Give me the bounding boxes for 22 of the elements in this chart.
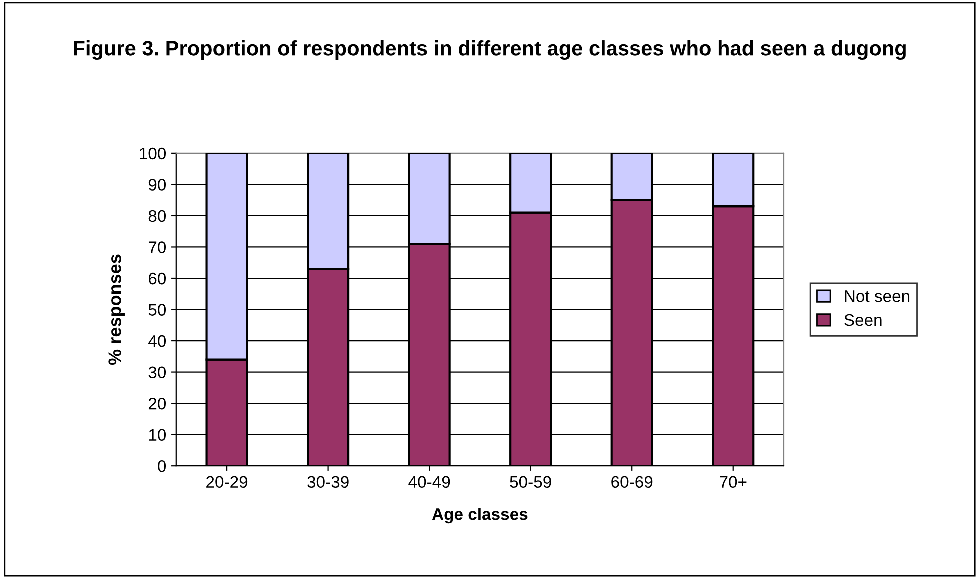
y-tick-label: 40 [148, 335, 166, 348]
x-tick-label: 30-39 [308, 476, 349, 488]
legend-label: Seen [844, 314, 882, 326]
y-tick-label: 80 [148, 210, 166, 222]
x-tick-label: 70+ [720, 476, 747, 488]
y-axis-title: % responses [108, 254, 125, 366]
x-tick-label: 40-49 [408, 476, 450, 488]
y-tick-label: 20 [148, 398, 166, 410]
y-tick-label: 10 [149, 429, 166, 442]
y-tick-label: 70 [148, 242, 166, 254]
x-tick-label: 20-29 [206, 476, 248, 488]
y-tick-label: 100 [140, 148, 166, 160]
y-tick-label: 30 [148, 366, 166, 378]
x-axis-title: Age classes [432, 508, 528, 524]
y-tick-label: 0 [158, 460, 166, 472]
x-tick-label: 50-59 [510, 476, 552, 488]
y-tick-label: 60 [148, 272, 166, 285]
x-tick-label: 60-69 [612, 476, 653, 488]
y-tick-label: 50 [148, 304, 166, 316]
legend-label: Not seen [845, 290, 910, 302]
y-tick-label: 90 [148, 179, 166, 191]
chart-title: Figure 3. Proportion of respondents in different age classes who had seen a dugong [74, 40, 906, 60]
